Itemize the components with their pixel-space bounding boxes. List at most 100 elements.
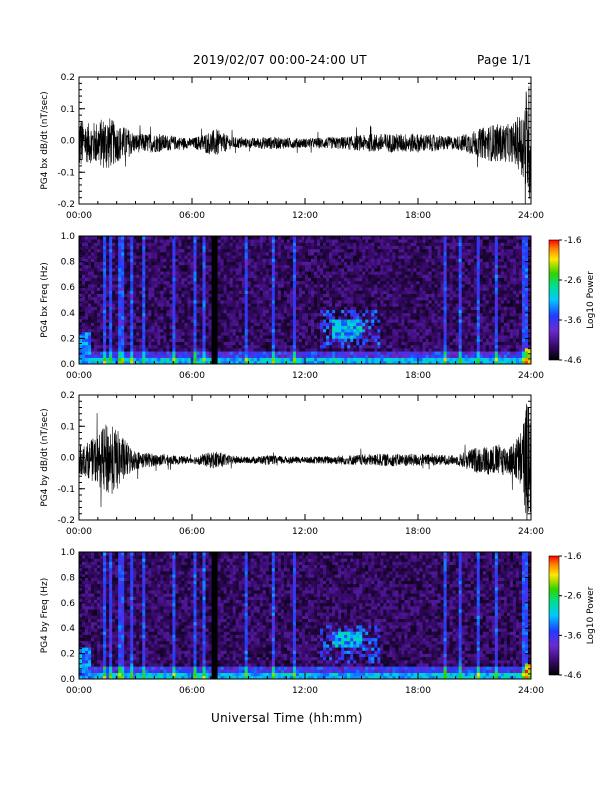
- spectrogram-cell: [401, 280, 405, 285]
- spectrogram-cell: [121, 306, 125, 310]
- spectrogram-cell: [338, 290, 342, 294]
- spectrogram-cell: [377, 261, 381, 266]
- spectrogram-cell: [115, 357, 119, 362]
- spectrogram-cell: [157, 303, 161, 307]
- spectrogram-cell: [320, 245, 324, 250]
- spectrogram-cell: [404, 309, 408, 314]
- spectrogram-cell: [274, 312, 279, 317]
- spectrogram-cell: [148, 351, 152, 355]
- spectrogram-cell: [362, 264, 366, 269]
- spectrogram-cell: [308, 332, 312, 336]
- spectrogram-cell: [241, 332, 246, 336]
- spectrogram-cell: [133, 280, 137, 285]
- spectrogram-cell: [145, 332, 149, 336]
- spectrogram-cell: [166, 319, 170, 323]
- spectrogram-cell: [259, 242, 264, 246]
- spectrogram-cell: [163, 277, 167, 282]
- spectrogram-cell: [247, 274, 252, 278]
- spectrogram-cell: [404, 338, 408, 342]
- spectrogram-cell: [362, 325, 366, 330]
- spectrogram-cell: [103, 236, 107, 240]
- spectrogram-cell: [184, 261, 188, 266]
- spectrogram-cell: [88, 290, 92, 294]
- spectrogram-cell: [250, 258, 255, 262]
- spectrogram-cell: [271, 290, 276, 294]
- spectrogram-cell: [208, 287, 212, 291]
- spectrogram-cell: [139, 319, 143, 323]
- spectrogram-cell: [166, 338, 170, 342]
- spectrogram-cell: [305, 245, 309, 250]
- spectrogram-cell: [422, 332, 426, 336]
- spectrogram-cell: [118, 360, 122, 365]
- spectrogram-cell: [274, 236, 279, 240]
- spectrogram-cell: [419, 255, 423, 259]
- spectrogram-cell: [178, 252, 182, 256]
- spectrogram-cell: [151, 245, 155, 250]
- spectrogram-cell: [308, 322, 312, 326]
- spectrogram-cell: [377, 319, 381, 323]
- spectrogram-cell: [94, 293, 98, 298]
- spectrogram-cell: [238, 271, 243, 275]
- spectrogram-cell: [413, 303, 417, 307]
- spectrogram-cell: [211, 322, 215, 326]
- spectrogram-cell: [413, 268, 417, 272]
- spectrogram-cell: [365, 284, 369, 288]
- spectrogram-cell: [308, 296, 312, 301]
- spectrogram-cell: [205, 332, 209, 336]
- spectrogram-cell: [169, 268, 173, 272]
- spectrogram-cell: [301, 242, 306, 246]
- spectrogram-cell: [268, 239, 273, 243]
- spectrogram-cell: [280, 284, 285, 288]
- spectrogram-cell: [265, 242, 270, 246]
- spectrogram-cell: [344, 300, 348, 304]
- spectrogram-cell: [265, 322, 270, 326]
- spectrogram-cell: [82, 325, 86, 330]
- spectrogram-cell: [298, 357, 303, 362]
- spectrogram-cell: [374, 277, 378, 282]
- spectrogram-cell: [374, 357, 378, 362]
- spectrogram-cell: [311, 360, 315, 365]
- spectrogram-cell: [368, 284, 372, 288]
- spectrogram-cell: [244, 312, 249, 317]
- spectrogram-cell: [187, 306, 191, 310]
- spectrogram-cell: [338, 351, 342, 355]
- spectrogram-cell: [404, 325, 408, 330]
- spectrogram-cell: [262, 258, 267, 262]
- spectrogram-cell: [380, 293, 384, 298]
- spectrogram-cell: [308, 325, 312, 330]
- spectrogram-cell: [416, 248, 420, 253]
- spectrogram-cell: [428, 300, 432, 304]
- spectrogram-cell: [220, 245, 224, 250]
- spectrogram-cell: [410, 245, 414, 250]
- spectrogram-cell: [326, 328, 330, 333]
- spectrogram-cell: [283, 306, 288, 310]
- spectrogram-cell: [338, 360, 342, 365]
- spectrogram-cell: [115, 290, 119, 294]
- spectrogram-cell: [250, 287, 255, 291]
- spectrogram-cell: [308, 360, 312, 365]
- spectrogram-cell: [223, 248, 227, 253]
- spectrogram-cell: [187, 322, 191, 326]
- spectrogram-cell: [136, 274, 140, 278]
- spectrogram-cell: [223, 354, 227, 358]
- spectrogram-cell: [329, 280, 333, 285]
- spectrogram-cell: [437, 274, 441, 278]
- spectrogram-cell: [223, 338, 227, 342]
- spectrogram-cell: [157, 236, 161, 240]
- spectrogram-cell: [256, 360, 261, 365]
- spectrogram-cell: [118, 252, 122, 256]
- spectrogram-cell: [289, 284, 294, 288]
- spectrogram-cell: [97, 261, 101, 266]
- spectrogram-cell: [283, 274, 288, 278]
- spectrogram-cell: [332, 348, 336, 352]
- spectrogram-cell: [241, 271, 246, 275]
- spectrogram-cell: [199, 322, 203, 326]
- spectrogram-cell: [127, 245, 131, 250]
- spectrogram-cell: [274, 293, 279, 298]
- spectrogram-cell: [175, 255, 179, 259]
- spectrogram-cell: [256, 354, 261, 358]
- spectrogram-cell: [160, 338, 164, 342]
- spectrogram-cell: [91, 274, 95, 278]
- spectrogram-cell: [166, 293, 170, 298]
- spectrogram-cell: [311, 242, 315, 246]
